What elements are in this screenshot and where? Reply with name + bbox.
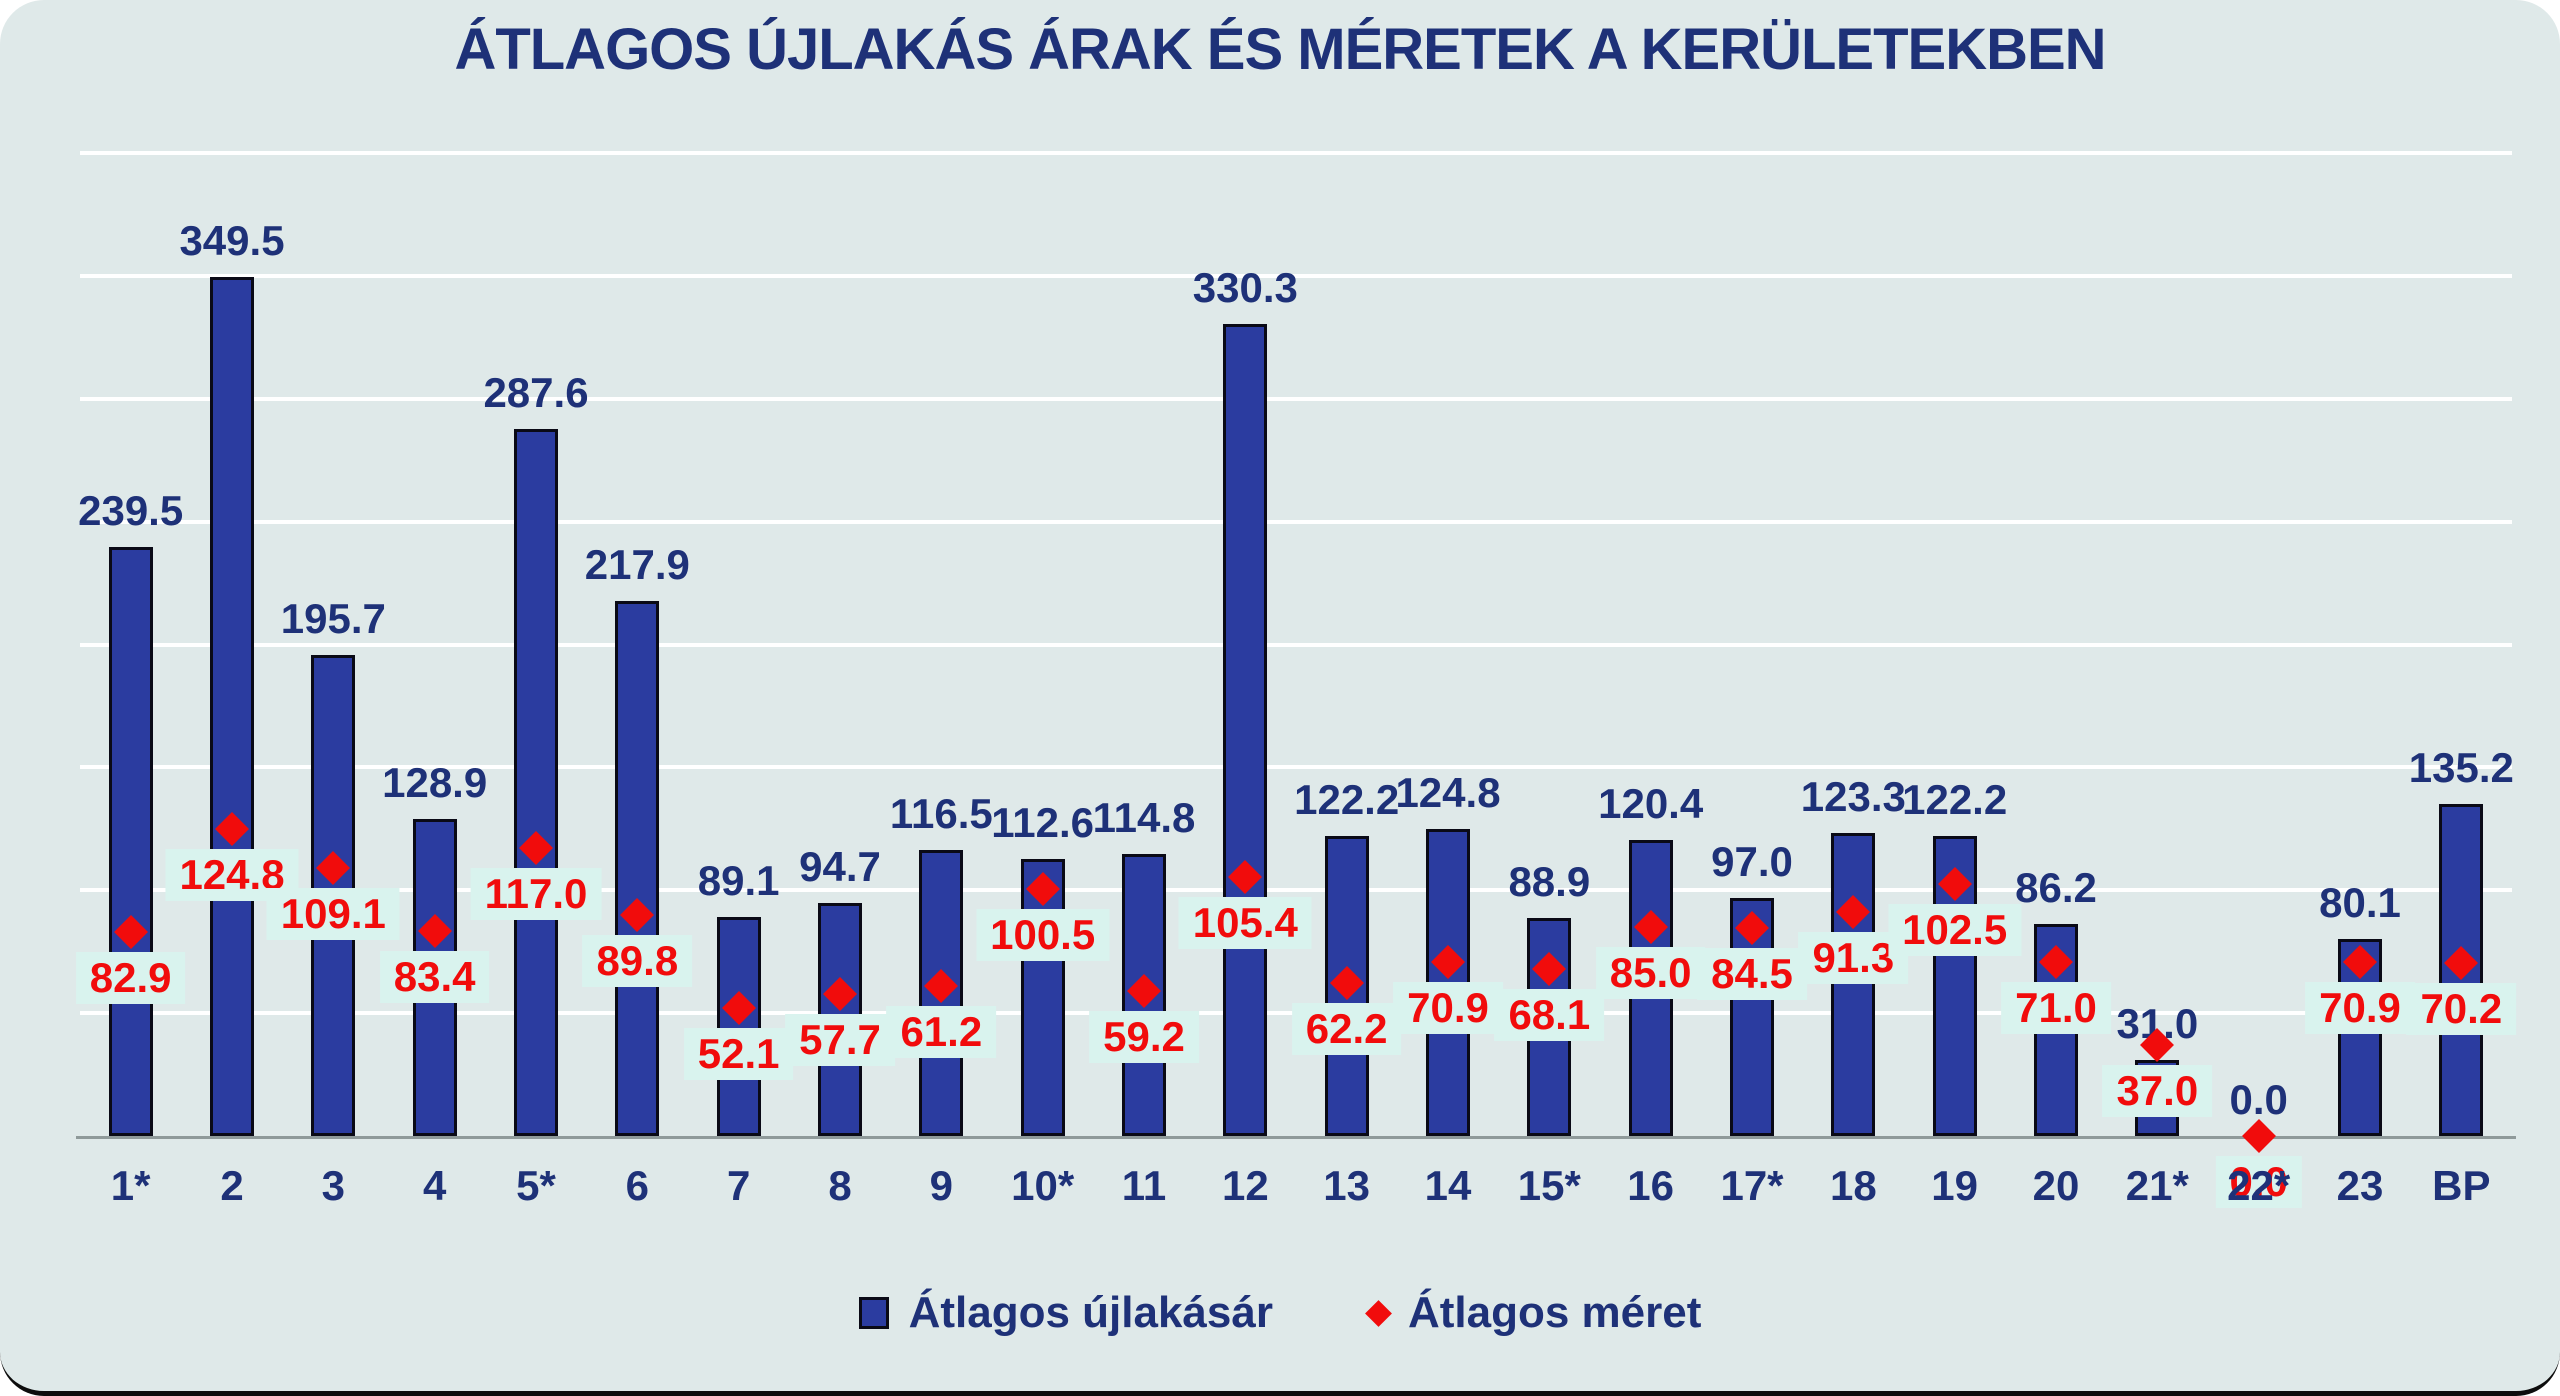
bar-value-label: 135.2 (2408, 743, 2514, 791)
x-tick-label: 14 (1424, 1162, 1472, 1209)
bar-value-label: 287.6 (483, 369, 589, 417)
legend: Átlagos újlakásár Átlagos méret (0, 1288, 2560, 1338)
x-tick-label: 11 (1121, 1162, 1167, 1209)
size-value-label: 82.9 (75, 952, 186, 1005)
x-tick-label: 9 (929, 1162, 954, 1209)
bar-value-label: 112.6 (991, 799, 1095, 847)
x-tick-label: 2 (220, 1162, 244, 1209)
x-tick-label: 16 (1627, 1162, 1675, 1209)
chart-title: ÁTLAGOS ÚJLAKÁS ÁRAK ÉS MÉRETEK A KERÜLE… (454, 17, 2106, 82)
gridline (80, 151, 2512, 155)
bar-value-label: 86.2 (2015, 864, 2097, 912)
x-tick-label: 22* (2227, 1162, 2291, 1209)
x-tick-label: 6 (625, 1162, 650, 1209)
bar-value-label: 128.9 (382, 759, 488, 807)
x-axis-line (76, 1136, 2516, 1139)
size-value-label: 62.2 (1291, 1003, 1402, 1056)
gridline (80, 519, 2512, 524)
x-tick-label: 21* (2125, 1162, 2189, 1209)
gridline (80, 642, 2512, 647)
legend-item-size: Átlagos méret (1365, 1288, 1702, 1338)
size-value-label: 52.1 (683, 1027, 794, 1080)
size-value-label: 84.5 (1697, 948, 1807, 1001)
size-value-label: 70.9 (1393, 981, 1503, 1034)
bar-value-label: 122.2 (1902, 775, 2008, 823)
size-value-label: 100.5 (976, 909, 1110, 962)
x-tick-label: 23 (2336, 1162, 2384, 1209)
size-value-label: 70.2 (2406, 983, 2517, 1036)
bar-value-label: 195.7 (280, 595, 386, 643)
size-value-label: 0.0 (2215, 1156, 2302, 1208)
size-value-label: 59.2 (1089, 1010, 1199, 1063)
bar-value-label: 88.9 (1508, 857, 1591, 905)
x-tick-label: 1* (110, 1162, 151, 1209)
legend-item-price: Átlagos újlakásár (858, 1288, 1273, 1338)
size-value-label: 37.0 (2102, 1065, 2213, 1118)
bar (615, 600, 660, 1136)
legend-size-label: Átlagos méret (1407, 1288, 1702, 1337)
bar-value-label: 120.4 (1598, 780, 1704, 828)
size-value-label: 117.0 (470, 868, 602, 921)
bar (514, 429, 558, 1136)
bar-value-label: 122.2 (1294, 775, 1400, 823)
bar-value-label: 239.5 (78, 487, 184, 535)
size-value-label: 102.5 (1888, 904, 2022, 957)
size-value-label: 71.0 (2001, 981, 2111, 1034)
bar-value-label: 89.1 (697, 857, 780, 905)
legend-price-label: Átlagos újlakásár (908, 1288, 1273, 1337)
gridline (80, 765, 2512, 770)
x-tick-label: 7 (726, 1162, 751, 1209)
bar (210, 277, 254, 1136)
x-tick-label: 4 (422, 1162, 447, 1209)
x-tick-label: 18 (1829, 1162, 1877, 1209)
size-value-label: 83.4 (379, 951, 490, 1004)
x-tick-label: 3 (321, 1162, 346, 1209)
size-value-label: 68.1 (1494, 988, 1605, 1041)
x-tick-label: 17* (1720, 1162, 1784, 1209)
size-value-label: 89.8 (582, 935, 693, 988)
bar-value-label: 94.7 (799, 843, 881, 891)
bar (716, 917, 761, 1136)
bar-value-label: 217.9 (584, 540, 690, 588)
x-tick-label: 19 (1931, 1162, 1979, 1209)
size-value-label: 85.0 (1595, 947, 1706, 1000)
bar-value-label: 349.5 (179, 217, 285, 265)
bar-value-label: 116.5 (889, 789, 993, 837)
x-axis-labels: 1* 2 3 4 5* 6 7 8 9 10* 11 12 13 14 15* 16 17* 18 19 20 21* 2… (0, 1162, 2560, 1222)
size-value-label: 124.8 (165, 849, 299, 902)
size-marker (2241, 1119, 2276, 1153)
bar-value-label: 80.1 (2319, 879, 2401, 927)
bar (1223, 324, 1268, 1136)
bar-value-label: 124.8 (1395, 769, 1501, 817)
x-tick-label: 13 (1323, 1162, 1371, 1209)
plot-area: 239.5 349.5 195.7 128.9 287.6 217.9 89.1 94.7 11… (75, 151, 2517, 1205)
gridline (80, 888, 2512, 893)
bar (1831, 833, 1876, 1136)
x-tick-label: 5* (516, 1162, 556, 1209)
size-value-label: 109.1 (266, 887, 400, 940)
bar-value-label: 114.8 (1092, 793, 1196, 841)
size-value-label: 61.2 (886, 1005, 997, 1058)
bar-swatch-icon (858, 1297, 889, 1329)
gridline (80, 396, 2512, 401)
bar (1730, 897, 1774, 1136)
x-tick-label: BP (2432, 1162, 2491, 1209)
x-tick-label: 12 (1221, 1162, 1269, 1209)
bar-value-label: 0.0 (2229, 1076, 2288, 1123)
gridline (80, 273, 2512, 278)
size-value-label: 105.4 (1178, 896, 1312, 949)
x-tick-label: 10* (1011, 1162, 1075, 1209)
size-value-label: 70.9 (2305, 981, 2415, 1034)
bar-value-label: 330.3 (1192, 264, 1298, 312)
bar-value-label: 97.0 (1711, 837, 1793, 885)
size-value-label: 57.7 (785, 1014, 895, 1067)
x-tick-label: 15* (1517, 1162, 1581, 1209)
x-tick-label: 8 (828, 1162, 852, 1209)
bar (108, 547, 153, 1136)
x-tick-label: 20 (2032, 1162, 2080, 1209)
diamond-icon (1365, 1299, 1392, 1327)
bar-value-label: 123.3 (1800, 773, 1906, 820)
